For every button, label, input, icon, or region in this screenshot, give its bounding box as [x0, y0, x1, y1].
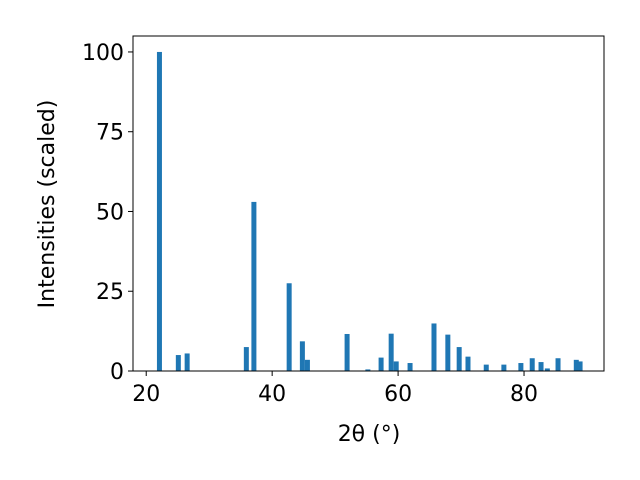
bar [431, 323, 437, 371]
y-axis-label: Intensities (scaled) [35, 100, 60, 309]
x-tick-label: 20 [132, 382, 160, 407]
plot-frame [132, 35, 605, 372]
bar [243, 347, 249, 371]
bar [407, 363, 413, 371]
y-tick-label: 25 [96, 280, 124, 305]
bar [299, 341, 305, 371]
y-tick-label: 50 [96, 200, 124, 225]
y-tick-label: 100 [82, 41, 124, 66]
bar [555, 358, 561, 371]
bar [365, 369, 371, 371]
bar [388, 333, 394, 371]
bar [251, 201, 257, 371]
bar [465, 356, 471, 371]
bar [393, 361, 399, 371]
bar [573, 359, 579, 371]
bar [577, 361, 583, 371]
bar [304, 359, 310, 371]
bar [175, 355, 181, 371]
y-tick-label: 0 [110, 360, 124, 385]
bar [529, 358, 535, 371]
bar [538, 362, 544, 371]
y-tick-label: 75 [96, 121, 124, 146]
x-axis-label: 2θ (°) [338, 422, 401, 447]
bar [456, 347, 462, 371]
bar [501, 364, 507, 371]
bar [156, 51, 162, 371]
bar [445, 334, 451, 371]
bar [483, 364, 489, 371]
bar [286, 283, 292, 371]
x-tick-label: 40 [258, 382, 286, 407]
bar [378, 357, 384, 371]
bar [544, 368, 550, 371]
x-tick-label: 60 [384, 382, 412, 407]
bar [518, 363, 524, 371]
bar [184, 353, 190, 371]
x-tick-label: 80 [510, 382, 538, 407]
bar [344, 333, 350, 371]
